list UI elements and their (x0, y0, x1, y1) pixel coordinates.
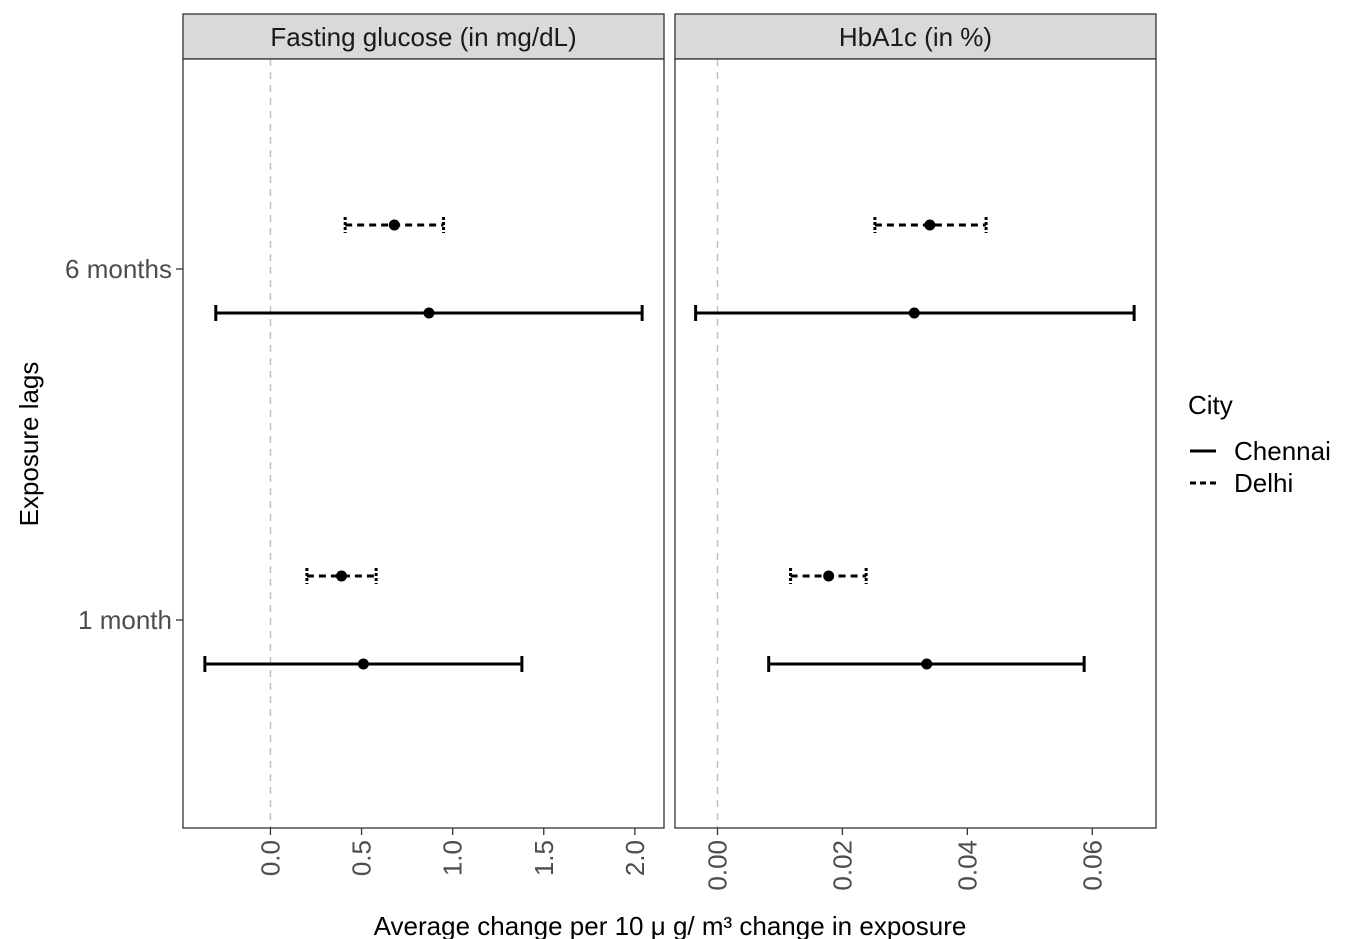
point-estimate-chennai-6-months (423, 307, 435, 319)
facet-panels: Fasting glucose (in mg/dL) 0.0 0.5 1.0 1.5 2.… (182, 13, 1157, 891)
facet-strip (182, 13, 665, 60)
facet-title: HbA1c (in %) (839, 22, 992, 52)
x-tick-label: 0.04 (952, 840, 982, 891)
y-tick-label: 6 months (65, 254, 172, 284)
facet-panel-fasting-glucose-in-mg-dl: Fasting glucose (in mg/dL) 0.0 0.5 1.0 1.5 2.… (182, 13, 665, 876)
panel-border (182, 58, 665, 829)
x-tick-label: 1.5 (529, 840, 559, 876)
x-tick-label: 0.02 (827, 840, 857, 891)
x-tick-label: 0.06 (1077, 840, 1107, 891)
point-estimate-chennai-1-month (357, 658, 369, 670)
y-axis: 6 months 1 month (65, 254, 183, 635)
y-tick-label: 1 month (78, 605, 172, 635)
legend-label-chennai: Chennai (1234, 436, 1331, 466)
point-estimate-delhi-1-month (336, 570, 348, 582)
panel-area (675, 59, 1156, 828)
point-estimate-chennai-1-month (921, 658, 933, 670)
x-tick-label: 0.00 (702, 840, 732, 891)
panel-border (674, 58, 1157, 829)
panel-area (183, 59, 664, 828)
legend-label-delhi: Delhi (1234, 468, 1293, 498)
facet-panel-hba1c-in: HbA1c (in %) 0.00 0.02 0.04 0.06 (674, 13, 1157, 891)
x-tick-label: 0.0 (255, 840, 285, 876)
legend-title: City (1188, 390, 1233, 420)
facet-strip (674, 13, 1157, 60)
legend: City Chennai Delhi (1188, 390, 1331, 498)
x-axis-title: Average change per 10 μ g/ m³ change in … (374, 911, 967, 939)
x-tick-label: 2.0 (620, 840, 650, 876)
point-estimate-delhi-1-month (823, 570, 835, 582)
x-tick-label: 0.5 (347, 840, 377, 876)
point-estimate-delhi-6-months (924, 219, 936, 231)
point-estimate-delhi-6-months (388, 219, 400, 231)
x-tick-label: 1.0 (438, 840, 468, 876)
point-estimate-chennai-6-months (908, 307, 920, 319)
facet-title: Fasting glucose (in mg/dL) (270, 22, 576, 52)
y-axis-title: Exposure lags (14, 362, 44, 527)
